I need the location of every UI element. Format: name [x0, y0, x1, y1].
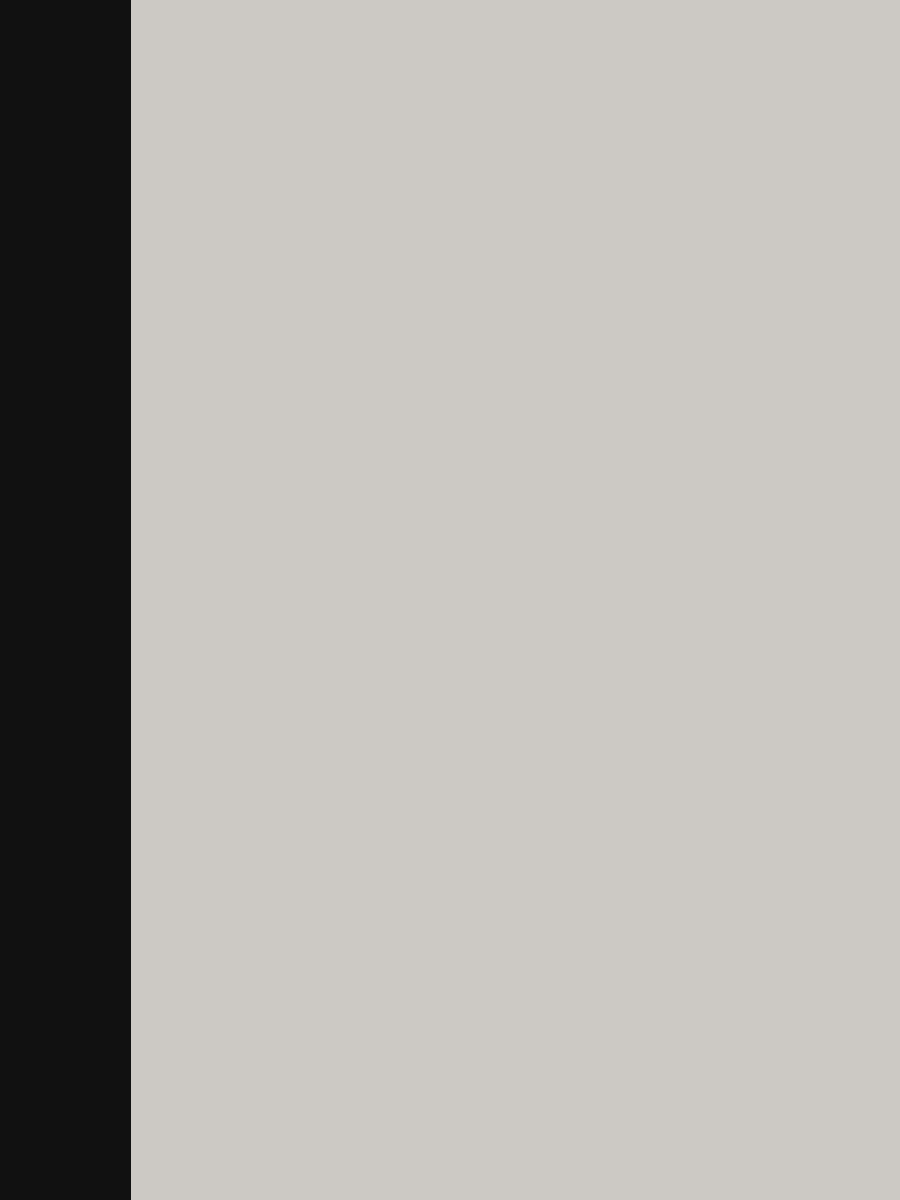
Text: needed, please write 1 in the blank.: needed, please write 1 in the blank. — [171, 155, 535, 174]
Text: NaOH (aq) +: NaOH (aq) + — [488, 887, 639, 906]
Text: 2): 2) — [140, 673, 162, 692]
FancyBboxPatch shape — [194, 420, 477, 518]
FancyBboxPatch shape — [194, 740, 477, 839]
FancyBboxPatch shape — [194, 954, 477, 1052]
Text: Cu₂Cl₂ (s) +: Cu₂Cl₂ (s) + — [488, 460, 626, 479]
Text: PCl₅ (s) -->: PCl₅ (s) --> — [488, 353, 619, 372]
Text: Fill in the blanks to balance the following: Fill in the blanks to balance the follow… — [171, 54, 583, 73]
FancyBboxPatch shape — [194, 206, 477, 305]
Text: 1): 1) — [140, 246, 162, 265]
Text: PCl₃ (s): PCl₃ (s) — [488, 566, 576, 586]
FancyBboxPatch shape — [194, 847, 477, 946]
Text: Cu (s) +: Cu (s) + — [488, 246, 585, 265]
Text: chemical reactions. If only the one listed is: chemical reactions. If only the one list… — [171, 104, 603, 124]
Text: H₂(g): H₂(g) — [488, 994, 551, 1013]
FancyBboxPatch shape — [194, 634, 477, 732]
Text: H₂O (l) -->: H₂O (l) --> — [488, 780, 611, 799]
Text: Na(s) +: Na(s) + — [488, 673, 579, 692]
FancyBboxPatch shape — [194, 313, 477, 412]
FancyBboxPatch shape — [194, 527, 477, 625]
